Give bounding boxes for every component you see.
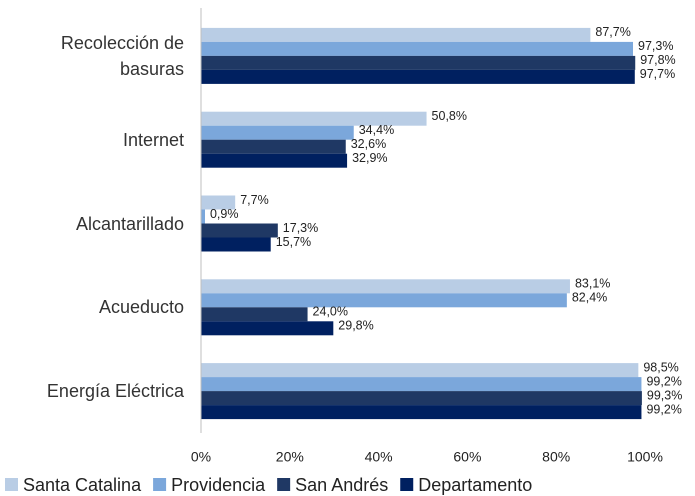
value-label: 82,4% xyxy=(572,291,607,305)
legend-swatch xyxy=(400,478,414,491)
bar xyxy=(201,223,278,238)
bar xyxy=(201,55,636,70)
value-label: 32,9% xyxy=(352,151,387,165)
bar xyxy=(201,391,642,406)
value-label: 99,2% xyxy=(646,402,681,416)
legend-swatch xyxy=(5,478,18,491)
bar xyxy=(201,321,334,336)
bar xyxy=(201,293,567,308)
value-label: 7,7% xyxy=(240,193,268,207)
category-label: Energía Eléctrica xyxy=(46,381,184,402)
legend-label: Departamento xyxy=(418,475,532,495)
bar xyxy=(201,405,642,420)
x-tick-label: 0% xyxy=(191,449,211,465)
bar xyxy=(201,139,346,154)
bar xyxy=(201,209,205,224)
category-label: Alcantarillado xyxy=(75,213,184,234)
category-label: Internet xyxy=(122,129,184,150)
x-tick-label: 20% xyxy=(276,449,304,465)
bar xyxy=(201,125,354,140)
value-label: 0,9% xyxy=(210,207,239,221)
value-label: 99,2% xyxy=(646,374,681,388)
x-tick-label: 80% xyxy=(542,449,570,465)
bar xyxy=(201,111,427,126)
bar xyxy=(201,27,591,42)
value-label: 32,6% xyxy=(351,137,386,151)
legend-label: Providencia xyxy=(171,475,266,495)
bar xyxy=(201,279,570,294)
bar xyxy=(201,307,308,322)
value-label: 29,8% xyxy=(338,319,373,333)
category-label: Acueducto xyxy=(98,297,184,318)
value-label: 97,3% xyxy=(638,39,673,53)
bar xyxy=(201,195,236,210)
value-label: 34,4% xyxy=(359,123,394,137)
bar xyxy=(201,363,639,378)
x-tick-label: 60% xyxy=(453,449,481,465)
value-label: 98,5% xyxy=(643,360,678,374)
legend-swatch xyxy=(153,478,167,491)
bar xyxy=(201,41,634,56)
legend-swatch xyxy=(277,478,291,491)
value-label: 87,7% xyxy=(595,25,630,39)
value-label: 97,8% xyxy=(640,53,675,67)
bar xyxy=(201,69,635,84)
bar xyxy=(201,377,642,392)
x-tick-label: 100% xyxy=(627,449,663,465)
x-tick-label: 40% xyxy=(365,449,393,465)
value-label: 99,3% xyxy=(647,388,682,402)
category-label: Recolección de basuras xyxy=(60,32,184,79)
value-label: 17,3% xyxy=(283,221,318,235)
value-label: 50,8% xyxy=(432,109,467,123)
legend-label: Santa Catalina xyxy=(23,475,142,495)
value-label: 24,0% xyxy=(313,305,348,319)
value-label: 83,1% xyxy=(575,277,610,291)
bar xyxy=(201,153,348,168)
bar xyxy=(201,237,271,252)
legend-label: San Andrés xyxy=(295,475,388,495)
value-label: 15,7% xyxy=(276,235,311,249)
value-label: 97,7% xyxy=(640,67,675,81)
